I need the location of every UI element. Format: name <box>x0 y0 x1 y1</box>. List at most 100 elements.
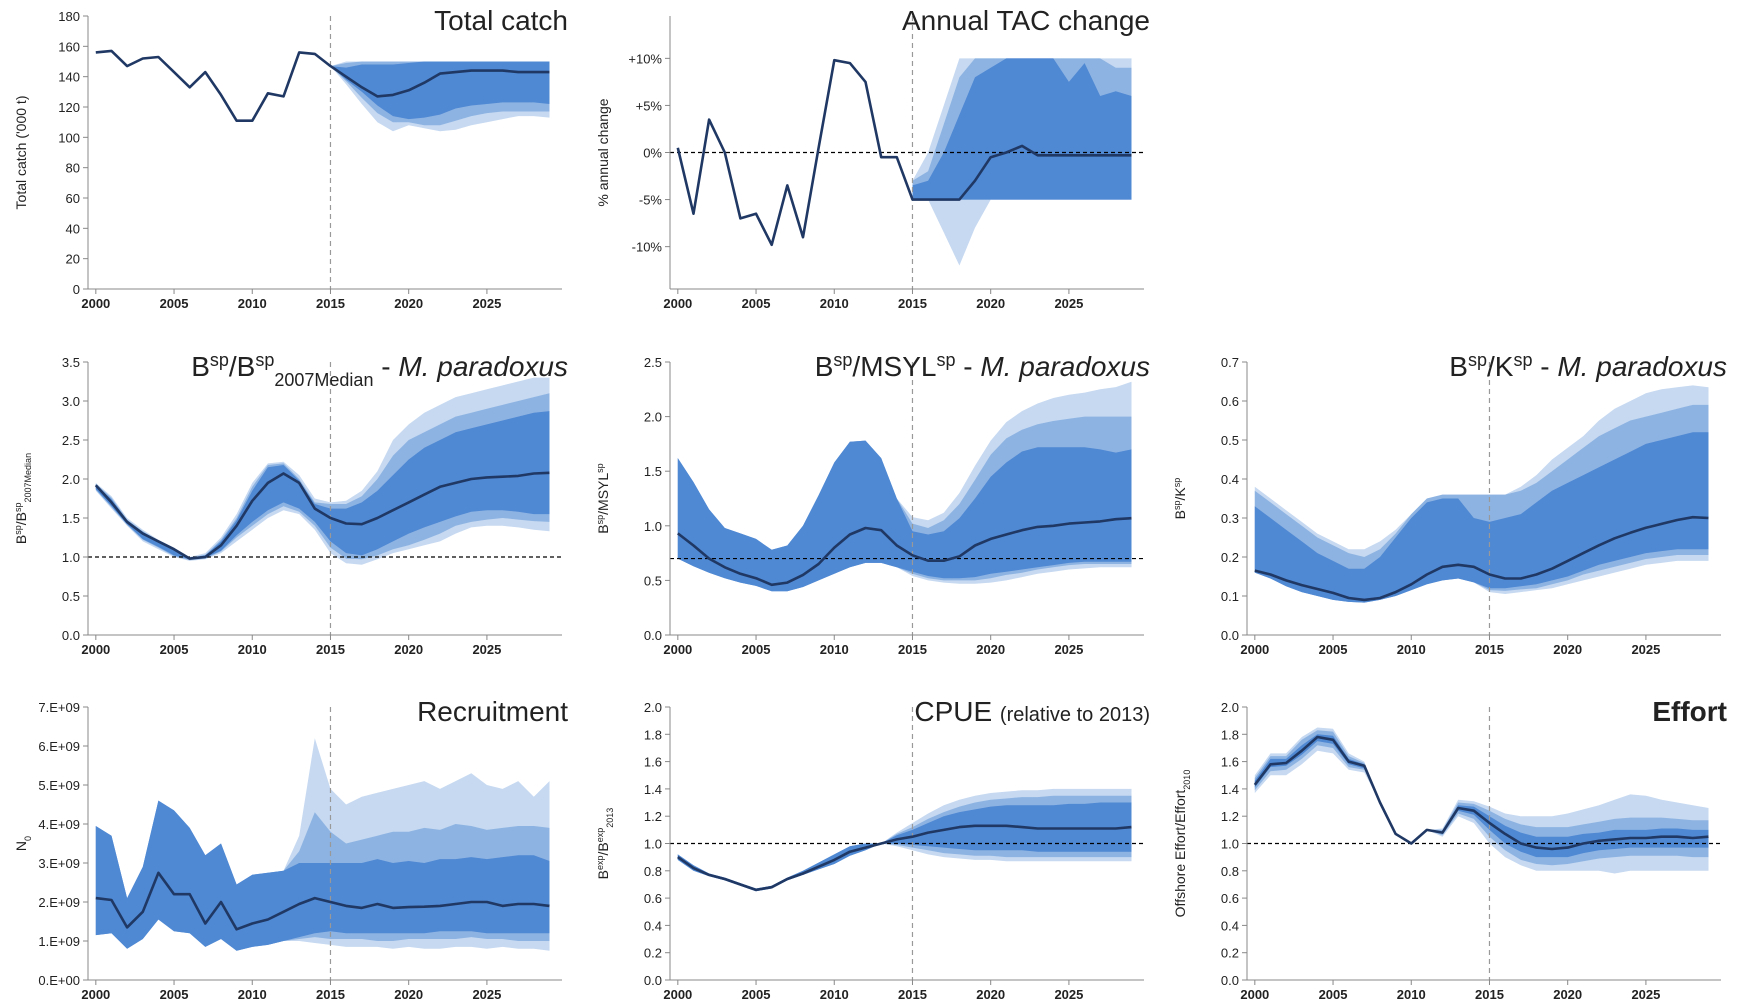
x-tick-label: 2015 <box>898 296 927 311</box>
y-axis-label-part: sp <box>595 515 605 525</box>
x-tick-label: 2010 <box>1397 987 1426 1002</box>
y-tick-label: 1.0 <box>62 550 80 565</box>
chart-title: Bsp/MSYLsp - M. paradoxus <box>815 350 1150 382</box>
y-tick-label: 0.5 <box>1221 433 1239 448</box>
y-tick-label: 1.5 <box>644 464 662 479</box>
y-tick-label: 1.6 <box>1221 755 1239 770</box>
y-tick-label: 1.8 <box>644 727 662 742</box>
chart-title-part: (relative to 2013) <box>1000 704 1150 726</box>
y-tick-label: 1.0 <box>1221 837 1239 852</box>
chart-title-part: - <box>1532 351 1557 382</box>
y-tick-label: 1.0 <box>644 837 662 852</box>
y-tick-label: 2.5 <box>644 355 662 370</box>
x-tick-label: 2020 <box>394 642 423 657</box>
x-tick-label: 2005 <box>160 642 189 657</box>
chart-title: Bsp/Ksp - M. paradoxus <box>1449 350 1727 382</box>
x-tick-label: 2020 <box>1553 642 1582 657</box>
y-tick-label: 140 <box>58 70 80 85</box>
x-tick-label: 2005 <box>1319 642 1348 657</box>
y-axis-label-part: 2013 <box>605 808 615 828</box>
x-tick-label: 2000 <box>1240 642 1269 657</box>
x-tick-label: 2005 <box>742 296 771 311</box>
y-tick-label: 1.4 <box>644 782 662 797</box>
band <box>330 61 550 120</box>
y-tick-label: 2.0 <box>644 410 662 425</box>
y-axis-label-part: /MSYL <box>595 473 611 515</box>
x-tick-label: 2020 <box>976 642 1005 657</box>
chart-title: Total catch <box>434 5 568 36</box>
chart-title-part: M. paradoxus <box>1557 351 1727 382</box>
chart-title-part: sp <box>1468 350 1487 370</box>
y-tick-label: 0.3 <box>1221 511 1239 526</box>
y-tick-label: 7.E+09 <box>38 700 80 715</box>
chart-title-part: sp <box>833 350 852 370</box>
median-line <box>677 824 1132 892</box>
chart-title: Effort <box>1652 696 1727 727</box>
y-axis-label-part: Offshore Effort/Effort <box>1172 790 1188 918</box>
x-tick-label: 2015 <box>898 642 927 657</box>
y-tick-label: 4.E+09 <box>38 817 80 832</box>
x-tick-label: 2025 <box>472 296 501 311</box>
chart-title-part: /MSYL <box>852 351 936 382</box>
y-tick-label: 80 <box>66 161 80 176</box>
band <box>1254 432 1709 603</box>
y-tick-label: 1.2 <box>1221 809 1239 824</box>
y-tick-label: 1.4 <box>1221 782 1239 797</box>
y-axis-label-part: B <box>595 870 611 879</box>
y-tick-label: 0.8 <box>644 864 662 879</box>
y-axis-label-part: /K <box>1172 487 1188 501</box>
band <box>1254 730 1709 866</box>
x-tick-label: 2025 <box>1631 987 1660 1002</box>
y-tick-label: 2.0 <box>1221 700 1239 715</box>
y-tick-label: 0.6 <box>644 891 662 906</box>
y-axis-label: Bsp/Bsp2007Median <box>13 453 33 544</box>
y-tick-label: 1.2 <box>644 809 662 824</box>
x-tick-label: 2010 <box>1397 642 1426 657</box>
chart-title: Recruitment <box>417 696 568 727</box>
y-tick-label: 0% <box>643 146 662 161</box>
y-tick-label: 0.2 <box>1221 946 1239 961</box>
y-tick-label: 0.0 <box>1221 973 1239 988</box>
y-tick-label: 0.5 <box>644 573 662 588</box>
y-tick-label: 0.1 <box>1221 589 1239 604</box>
x-tick-label: 2005 <box>160 987 189 1002</box>
y-tick-label: 0.6 <box>1221 891 1239 906</box>
x-tick-label: 2005 <box>1319 987 1348 1002</box>
chart-title-part: B <box>1449 351 1468 382</box>
x-tick-label: 2015 <box>316 296 345 311</box>
y-tick-label: 3.0 <box>62 394 80 409</box>
y-tick-label: 0.4 <box>1221 472 1239 487</box>
y-tick-label: +10% <box>628 51 662 66</box>
y-axis-label-part: exp <box>595 828 605 843</box>
y-tick-label: 0.5 <box>62 589 80 604</box>
y-axis-label: Bsp/MSYLsp <box>595 463 611 533</box>
y-axis-label: % annual change <box>595 98 611 206</box>
chart-title-part: 2007Median <box>274 370 373 390</box>
y-tick-label: +5% <box>636 98 663 113</box>
y-tick-label: 180 <box>58 9 80 24</box>
y-tick-label: 1.6 <box>644 755 662 770</box>
y-tick-label: 2.0 <box>644 700 662 715</box>
x-tick-label: 2020 <box>976 296 1005 311</box>
x-tick-label: 2020 <box>976 987 1005 1002</box>
y-tick-label: 100 <box>58 130 80 145</box>
chart-title-part: B <box>815 351 834 382</box>
y-tick-label: 0.2 <box>1221 550 1239 565</box>
x-tick-label: 2005 <box>160 296 189 311</box>
y-tick-label: 1.E+09 <box>38 934 80 949</box>
chart-title-part: sp <box>210 350 229 370</box>
chart-title-part: B <box>191 351 210 382</box>
y-axis-label-part: B <box>1172 510 1188 519</box>
y-tick-label: 120 <box>58 100 80 115</box>
chart-title: Bsp/Bsp2007Median - M. paradoxus <box>191 350 568 390</box>
x-tick-label: 2010 <box>820 296 849 311</box>
x-tick-label: 2025 <box>1054 296 1083 311</box>
median-line <box>1254 515 1709 602</box>
y-axis-label-part: /B <box>13 512 29 525</box>
y-tick-label: 0.2 <box>644 946 662 961</box>
chart-title-part: sp <box>255 350 274 370</box>
band <box>1254 734 1709 858</box>
y-tick-label: 0 <box>73 282 80 297</box>
y-axis-label-part: N <box>13 841 29 851</box>
